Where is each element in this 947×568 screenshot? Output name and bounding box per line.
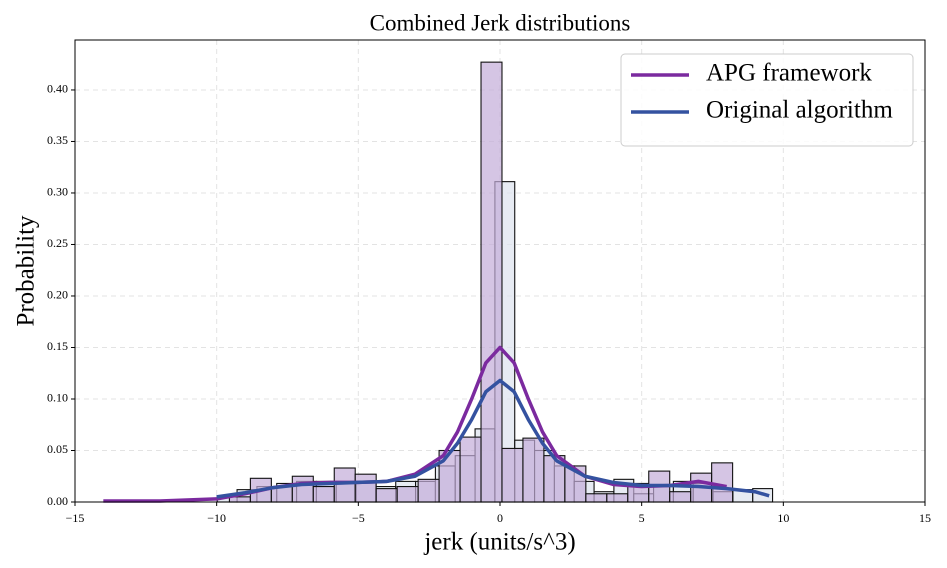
y-axis-label: Probability: [13, 215, 40, 327]
plot-frame: [74, 39, 926, 503]
x-tick-label: −5: [352, 511, 365, 525]
histogram-bar: [501, 447, 524, 503]
kde-line: [216, 378, 770, 499]
legend-label: Original algorithm: [706, 97, 893, 124]
histogram-bar: [354, 473, 377, 503]
y-tick-label: 0.35: [47, 133, 68, 147]
histogram-bar: [459, 436, 482, 503]
x-tick-label: −15: [66, 511, 85, 525]
histogram-bar: [312, 485, 335, 503]
y-tick-label: 0.05: [47, 442, 68, 456]
histogram-bar: [606, 493, 629, 503]
histogram-bar: [480, 61, 503, 503]
x-tick-label: 15: [919, 511, 931, 525]
x-tick-label: 0: [497, 511, 503, 525]
y-tick-label: 0.25: [47, 236, 68, 250]
y-tick-label: 0.15: [47, 339, 68, 353]
histogram-bar: [291, 475, 314, 503]
legend-box: [620, 53, 914, 147]
histogram-bar: [375, 488, 398, 503]
histogram-bar: [669, 491, 692, 503]
histogram-bar: [396, 485, 419, 503]
legend-label: APG framework: [706, 60, 872, 87]
histogram-bar: [417, 478, 440, 503]
y-tick-label: 0.00: [47, 494, 68, 508]
chart-title: Combined Jerk distributions: [370, 10, 631, 35]
y-tick-label: 0.10: [47, 391, 68, 405]
x-axis-label: jerk (units/s^3): [423, 529, 575, 556]
y-tick-label: 0.30: [47, 185, 68, 199]
histogram-bar: [711, 462, 734, 503]
y-tick-label: 0.20: [47, 288, 68, 302]
x-tick-label: 5: [639, 511, 645, 525]
x-tick-label: −10: [207, 511, 226, 525]
y-tick-label: 0.40: [47, 82, 68, 96]
histogram-bar: [585, 493, 608, 503]
histogram-bar: [333, 467, 356, 503]
x-tick-label: 10: [777, 511, 789, 525]
histogram-bar: [522, 437, 545, 503]
